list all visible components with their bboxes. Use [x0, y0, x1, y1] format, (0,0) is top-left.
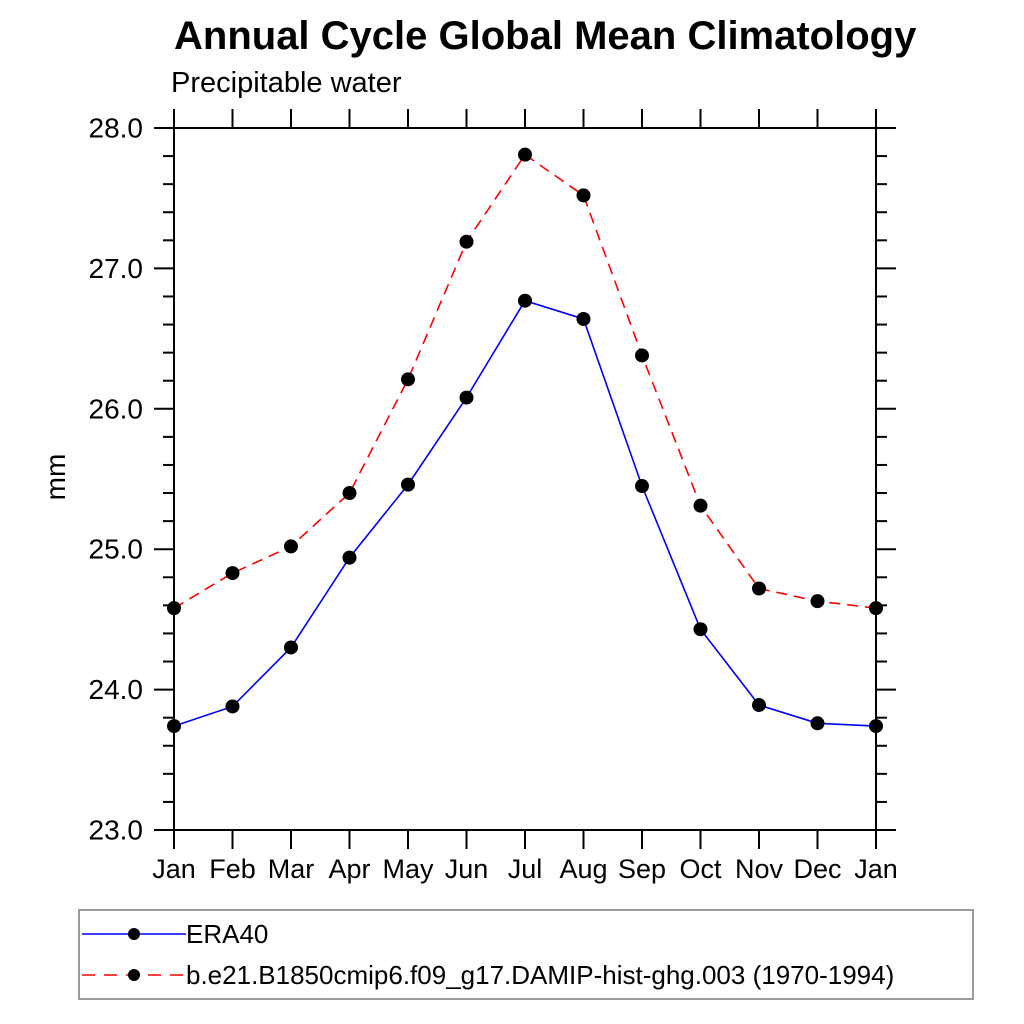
legend-item-era40: ERA40: [80, 920, 972, 948]
data-point-marker: [459, 390, 474, 405]
chart-subtitle: Precipitable water: [171, 67, 402, 99]
data-point-marker: [284, 640, 298, 655]
legend-sample-marker: [128, 928, 140, 940]
x-tick-label: Jan: [152, 854, 196, 884]
data-point-marker: [869, 719, 883, 734]
data-point-marker: [752, 581, 766, 596]
y-tick-label: 25.0: [89, 534, 144, 565]
data-point-marker: [693, 498, 708, 513]
x-tick-label: Mar: [268, 854, 315, 884]
data-point-marker: [284, 539, 298, 554]
legend-line-sample-model: [82, 969, 186, 981]
axis-frame: [173, 127, 877, 831]
data-point-marker: [225, 699, 240, 714]
data-point-marker: [810, 716, 825, 731]
data-point-marker: [752, 698, 766, 713]
data-point-marker: [167, 601, 181, 616]
legend-item-model: b.e21.B1850cmip6.f09_g17.DAMIP-hist-ghg.…: [80, 961, 972, 989]
data-point-marker: [576, 311, 591, 326]
legend-sample-marker: [128, 969, 140, 981]
y-tick-label: 27.0: [89, 253, 144, 284]
data-point-marker: [225, 566, 240, 581]
x-tick-label: Feb: [209, 854, 256, 884]
data-point-marker: [518, 147, 532, 162]
legend-line-sample-era40: [82, 928, 186, 940]
x-tick-label: Jun: [445, 854, 489, 884]
data-point-marker: [518, 293, 532, 308]
x-tick-label: Jul: [508, 854, 543, 884]
data-point-marker: [869, 601, 883, 616]
x-tick-label: May: [382, 854, 434, 884]
y-tick-label: 23.0: [89, 815, 144, 846]
legend-label-era40: ERA40: [186, 919, 269, 949]
y-tick-label: 24.0: [89, 674, 144, 705]
x-tick-label: Apr: [328, 854, 370, 884]
data-point-marker: [635, 348, 649, 363]
data-point-marker: [342, 550, 357, 565]
data-point-marker: [401, 372, 415, 387]
data-point-marker: [693, 622, 708, 637]
data-point-marker: [576, 188, 591, 203]
x-tick-label: Nov: [735, 854, 784, 884]
series-line-model: [173, 153, 877, 609]
data-point-marker: [401, 477, 415, 492]
chart-title: Annual Cycle Global Mean Climatology: [174, 14, 917, 58]
data-point-marker: [342, 486, 357, 501]
legend-label-model: b.e21.B1850cmip6.f09_g17.DAMIP-hist-ghg.…: [186, 960, 895, 990]
x-tick-label: Dec: [793, 854, 841, 884]
x-tick-label: Jan: [854, 854, 898, 884]
x-tick-label: Sep: [618, 854, 666, 884]
x-tick-label: Oct: [679, 854, 722, 884]
y-tick-label: 26.0: [89, 393, 144, 424]
data-point-marker: [167, 719, 181, 734]
data-point-marker: [635, 479, 649, 494]
legend-box: ERA40 b.e21.B1850cmip6.f09_g17.DAMIP-his…: [78, 909, 974, 1000]
y-tick-label: 28.0: [89, 113, 144, 144]
data-point-marker: [459, 234, 474, 249]
data-point-marker: [810, 594, 825, 609]
series-line-era40: [173, 299, 877, 727]
x-tick-label: Aug: [559, 854, 607, 884]
